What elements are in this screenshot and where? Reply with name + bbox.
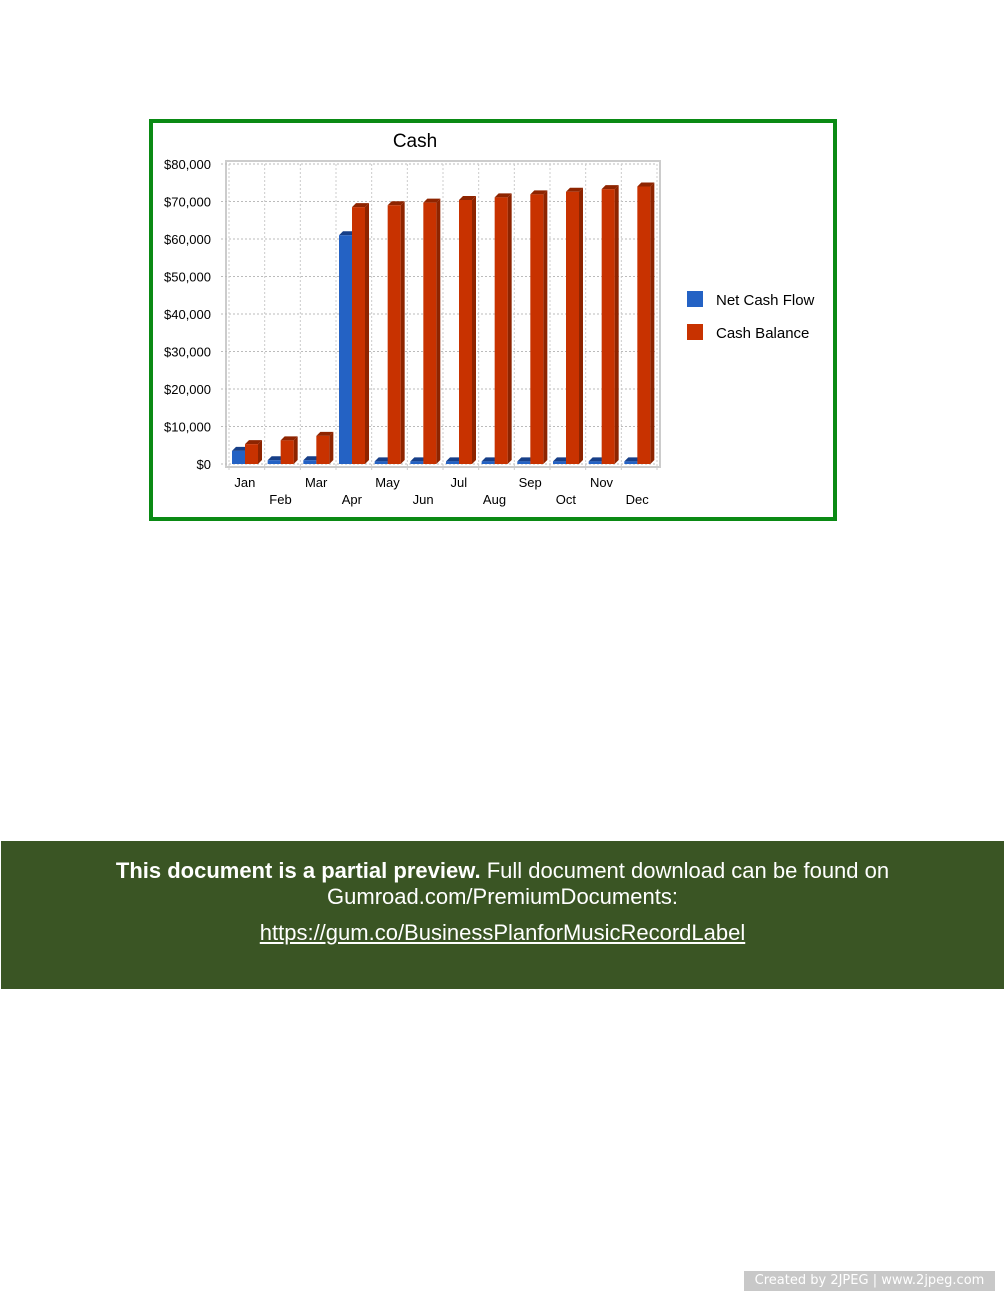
bar-cash-balance bbox=[494, 197, 508, 464]
bar-top bbox=[637, 182, 655, 187]
bar-top bbox=[374, 457, 392, 462]
y-tick-label: $10,000 bbox=[164, 420, 211, 435]
bar-top bbox=[624, 457, 642, 462]
x-tick-label: Feb bbox=[269, 492, 291, 507]
bar-net-cash-flow bbox=[446, 461, 459, 464]
bar-top bbox=[316, 431, 334, 436]
y-tick-label: $60,000 bbox=[164, 232, 211, 247]
x-tick-label: Apr bbox=[342, 492, 363, 507]
bar-side bbox=[293, 436, 298, 464]
bar-top bbox=[553, 457, 570, 462]
banner-bold: This document is a partial preview. bbox=[115, 858, 481, 883]
bar-side bbox=[400, 201, 405, 464]
x-tick-label: Nov bbox=[590, 475, 614, 490]
x-tick-label: Jun bbox=[413, 492, 434, 507]
bar-top bbox=[387, 201, 405, 206]
bar-cash-balance bbox=[530, 194, 544, 464]
bar-cash-balance bbox=[423, 202, 437, 464]
bar-side bbox=[543, 190, 548, 464]
download-link[interactable]: https://gum.co/BusinessPlanforMusicRecor… bbox=[259, 920, 746, 945]
x-tick-label: Aug bbox=[483, 492, 506, 507]
bar-net-cash-flow bbox=[553, 461, 566, 464]
bar-cash-balance bbox=[387, 205, 401, 464]
y-tick-label: $50,000 bbox=[164, 270, 211, 285]
bar-net-cash-flow bbox=[232, 450, 245, 464]
bar-net-cash-flow bbox=[339, 235, 352, 464]
bar-top bbox=[566, 187, 583, 192]
y-tick-label: $30,000 bbox=[164, 345, 211, 360]
bar-side bbox=[329, 431, 334, 464]
bar-top bbox=[601, 185, 619, 190]
y-tick-label: $40,000 bbox=[164, 307, 211, 322]
chart-frame: Cash $0 $10,000 $20,000 $30,000 $40,000 $50,00… bbox=[149, 119, 837, 521]
x-tick-label: Sep bbox=[519, 475, 542, 490]
x-tick-label: Oct bbox=[556, 492, 577, 507]
bar-top bbox=[339, 231, 356, 236]
bar-net-cash-flow bbox=[588, 461, 602, 464]
bar-top bbox=[446, 457, 463, 462]
banner-text: Full document download can be found on G… bbox=[327, 858, 890, 909]
x-tick-label: May bbox=[375, 475, 400, 490]
bar-net-cash-flow bbox=[374, 461, 388, 464]
bar-top bbox=[530, 190, 548, 195]
bar-cash-balance bbox=[316, 435, 330, 464]
bar-top bbox=[267, 456, 285, 461]
bar-side bbox=[614, 185, 619, 464]
bar-side bbox=[436, 198, 441, 464]
watermark: Created by 2JPEG | www.2jpeg.com bbox=[744, 1271, 995, 1291]
legend-label: Net Cash Flow bbox=[716, 292, 815, 309]
bar-side bbox=[650, 182, 655, 464]
bar-top bbox=[245, 440, 262, 445]
x-tick-label: Jan bbox=[234, 475, 255, 490]
bar-top bbox=[303, 456, 321, 461]
y-tick-label: $0 bbox=[197, 457, 211, 472]
preview-banner: This document is a partial preview. Full… bbox=[1, 841, 1004, 989]
bar-top bbox=[280, 436, 298, 441]
bar-cash-balance bbox=[459, 200, 472, 464]
bar-cash-balance bbox=[352, 207, 365, 464]
x-tick-label: Mar bbox=[305, 475, 328, 490]
bar-top bbox=[481, 457, 499, 462]
bar-top bbox=[588, 457, 606, 462]
legend-swatch bbox=[687, 291, 703, 307]
legend-swatch bbox=[687, 324, 703, 340]
bar-side bbox=[507, 193, 512, 464]
cash-chart: Cash $0 $10,000 $20,000 $30,000 $40,000 $50,00… bbox=[164, 131, 815, 507]
bar-net-cash-flow bbox=[410, 461, 424, 464]
bar-cash-balance bbox=[637, 186, 651, 464]
x-tick-label: Jul bbox=[451, 475, 468, 490]
bar-top bbox=[410, 457, 428, 462]
bar-side bbox=[579, 187, 583, 464]
x-tick-label: Dec bbox=[626, 492, 650, 507]
bar-net-cash-flow bbox=[303, 460, 317, 464]
bar-top bbox=[494, 193, 512, 198]
bar-side bbox=[472, 196, 476, 464]
bar-side bbox=[258, 440, 262, 464]
legend-label: Cash Balance bbox=[716, 325, 809, 342]
bar-top bbox=[352, 203, 369, 208]
bar-net-cash-flow bbox=[267, 460, 281, 464]
bar-cash-balance bbox=[566, 191, 579, 464]
bar-net-cash-flow bbox=[624, 461, 638, 464]
y-tick-label: $20,000 bbox=[164, 382, 211, 397]
y-tick-label: $70,000 bbox=[164, 195, 211, 210]
bar-top bbox=[232, 446, 249, 451]
y-tick-label: $80,000 bbox=[164, 157, 211, 172]
bar-cash-balance bbox=[280, 440, 294, 464]
chart-title: Cash bbox=[393, 131, 437, 152]
bar-net-cash-flow bbox=[481, 461, 495, 464]
bar-top bbox=[517, 457, 535, 462]
bar-cash-balance bbox=[601, 189, 615, 464]
bar-top bbox=[459, 196, 476, 200]
bar-side bbox=[365, 203, 369, 464]
bar-top bbox=[423, 198, 441, 203]
bar-cash-balance bbox=[245, 444, 258, 464]
bar-net-cash-flow bbox=[517, 461, 531, 464]
